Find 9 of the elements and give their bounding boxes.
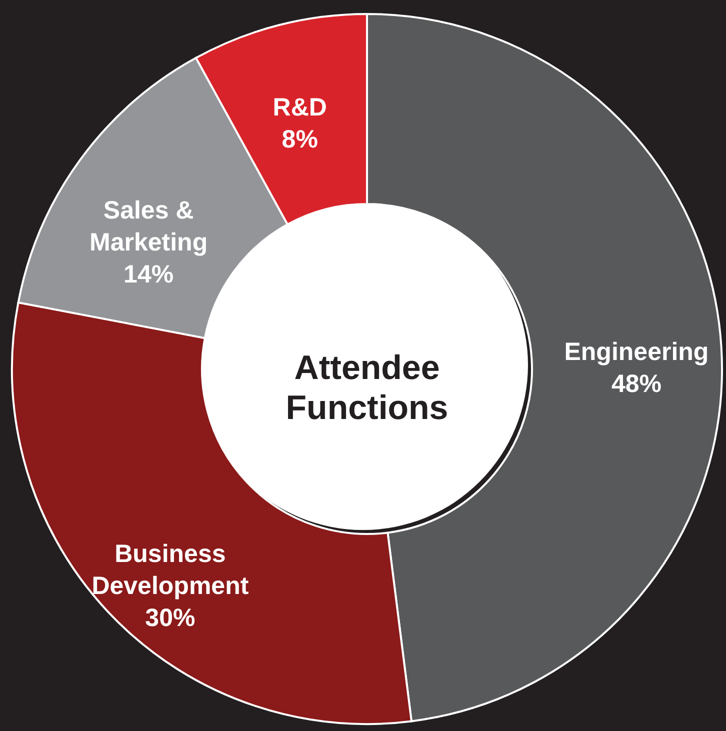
slice-label: Sales & Marketing (90, 196, 208, 256)
slice-label: Business Development (92, 540, 250, 600)
data-label: 8% (282, 125, 318, 154)
slice-label: Engineering (564, 338, 709, 366)
data-label: 48% (611, 370, 662, 398)
data-label: 14% (124, 260, 174, 288)
text: Attendee Functions (286, 349, 448, 427)
slice-label: R&D (272, 93, 327, 122)
data-label: 30% (145, 604, 196, 632)
